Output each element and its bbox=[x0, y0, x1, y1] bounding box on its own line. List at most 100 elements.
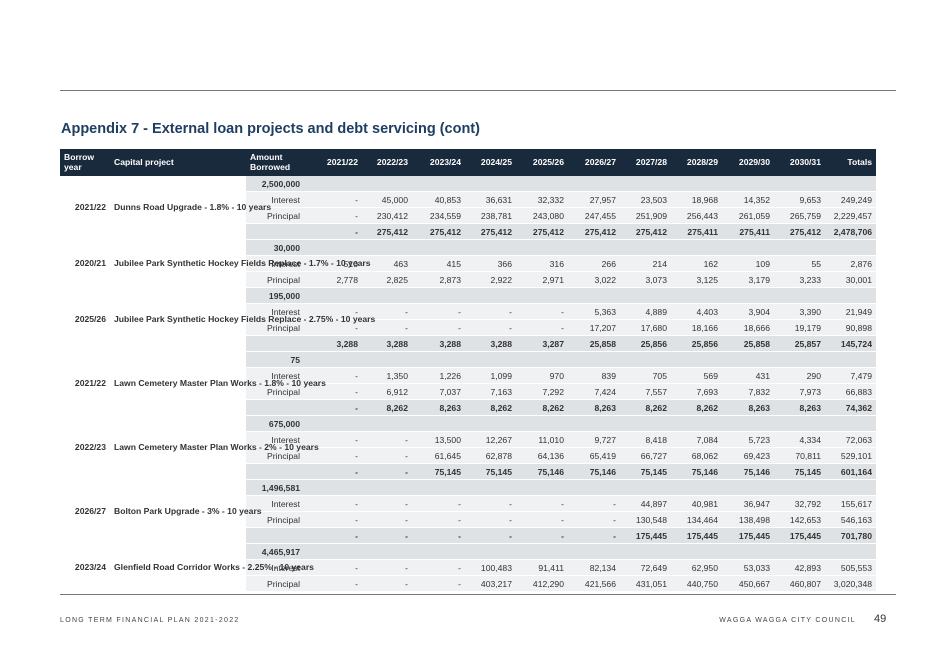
table-row: Interest - -13,500 12,267 11,010 9,727 8,418 7,… bbox=[60, 431, 876, 448]
principal-value-cell: - bbox=[465, 319, 516, 336]
empty-cell bbox=[465, 176, 516, 192]
empty-cell bbox=[774, 351, 825, 368]
table-row: -8,262 8,263 8,262 8,262 8,263 8,262 8,262 8,26… bbox=[60, 399, 876, 416]
empty-cell bbox=[722, 479, 774, 496]
borrow-year-cell: 2021/22 bbox=[60, 351, 110, 416]
principal-value-cell: - bbox=[304, 575, 362, 592]
subtotal-value-cell: 8,262 bbox=[362, 399, 412, 416]
amount-borrowed-cell: 30,000 bbox=[246, 239, 304, 256]
empty-cell bbox=[774, 479, 825, 496]
principal-value-cell: - bbox=[412, 511, 465, 528]
principal-value-cell: 7,557 bbox=[620, 383, 671, 400]
borrow-year-cell: 2025/26 bbox=[60, 287, 110, 352]
principal-total-cell: 3,020,348 bbox=[825, 575, 876, 592]
empty-cell bbox=[412, 239, 465, 256]
principal-value-cell: 238,781 bbox=[465, 207, 516, 224]
empty-cell bbox=[362, 351, 412, 368]
empty-cell bbox=[304, 415, 362, 432]
principal-value-cell: 3,233 bbox=[774, 271, 825, 288]
empty-cell bbox=[568, 351, 620, 368]
capital-project-cell: Bolton Park Upgrade - 3% - 10 years bbox=[110, 479, 262, 544]
empty-cell bbox=[412, 415, 465, 432]
principal-value-cell: 3,125 bbox=[671, 271, 722, 288]
subtotal-value-cell: - bbox=[412, 527, 465, 544]
empty-cell bbox=[620, 239, 671, 256]
interest-value-cell: 316 bbox=[516, 255, 568, 272]
empty-cell bbox=[774, 287, 825, 304]
principal-value-cell: 450,667 bbox=[722, 575, 774, 592]
empty-cell bbox=[304, 479, 362, 496]
borrow-year-cell: 2020/21 bbox=[60, 239, 110, 288]
principal-value-cell: - bbox=[465, 511, 516, 528]
principal-value-cell: 6,912 bbox=[362, 383, 412, 400]
empty-cell bbox=[568, 176, 620, 192]
principal-value-cell: 69,423 bbox=[722, 447, 774, 464]
subtotal-value-cell: - bbox=[304, 223, 362, 240]
subtotal-total-cell: 145,724 bbox=[825, 335, 876, 352]
interest-value-cell: 3,390 bbox=[774, 303, 825, 320]
principal-total-cell: 30,001 bbox=[825, 271, 876, 288]
subtotal-value-cell: - bbox=[568, 527, 620, 544]
table-row: 2026/27 Bolton Park Upgrade - 3% - 10 yea… bbox=[60, 479, 876, 544]
empty-cell bbox=[246, 463, 304, 480]
interest-value-cell: 42,893 bbox=[774, 559, 825, 576]
principal-value-cell: 247,455 bbox=[568, 207, 620, 224]
subtotal-value-cell: - bbox=[516, 527, 568, 544]
bottom-rule bbox=[60, 594, 896, 595]
subtotal-value-cell: 275,412 bbox=[412, 223, 465, 240]
interest-value-cell: 72,649 bbox=[620, 559, 671, 576]
header-year: 2027/28 bbox=[620, 149, 671, 176]
subtotal-value-cell: 8,263 bbox=[722, 399, 774, 416]
subtotal-value-cell: 25,857 bbox=[774, 335, 825, 352]
interest-value-cell: 1,350 bbox=[362, 367, 412, 384]
empty-cell bbox=[516, 287, 568, 304]
interest-value-cell: 12,267 bbox=[465, 431, 516, 448]
empty-cell bbox=[362, 239, 412, 256]
subtotal-total-cell: 701,780 bbox=[825, 527, 876, 544]
table-row: 3,288 3,288 3,288 3,288 3,287 25,858 25,856 25,… bbox=[60, 335, 876, 352]
interest-value-cell: - bbox=[304, 431, 362, 448]
interest-value-cell: 290 bbox=[774, 367, 825, 384]
principal-value-cell: 142,653 bbox=[774, 511, 825, 528]
empty-cell bbox=[412, 287, 465, 304]
page-number: 49 bbox=[874, 613, 887, 625]
subtotal-value-cell: - bbox=[304, 463, 362, 480]
interest-value-cell: - bbox=[465, 303, 516, 320]
interest-value-cell: 9,727 bbox=[568, 431, 620, 448]
empty-cell bbox=[516, 239, 568, 256]
interest-value-cell: - bbox=[362, 431, 412, 448]
subtotal-value-cell: 75,145 bbox=[774, 463, 825, 480]
table-row: 2025/26 Jubilee Park Synthetic Hockey Fie… bbox=[60, 287, 876, 352]
interest-value-cell: 11,010 bbox=[516, 431, 568, 448]
empty-cell bbox=[722, 351, 774, 368]
empty-cell bbox=[465, 239, 516, 256]
subtotal-value-cell: 8,263 bbox=[412, 399, 465, 416]
interest-value-cell: 415 bbox=[412, 255, 465, 272]
table-row: Interest - - - - -5,363 4,889 4,403 3,904 3,390 21… bbox=[60, 303, 876, 320]
table-row: Interest -45,000 40,853 36,631 32,332 27,957 2… bbox=[60, 191, 876, 208]
principal-value-cell: 2,922 bbox=[465, 271, 516, 288]
subtotal-value-cell: 25,856 bbox=[620, 335, 671, 352]
subtotal-value-cell: 25,856 bbox=[671, 335, 722, 352]
principal-value-cell: - bbox=[516, 319, 568, 336]
capital-project-cell: Glenfield Road Corridor Works - 2.25% - … bbox=[110, 543, 314, 592]
empty-cell bbox=[246, 399, 304, 416]
empty-cell bbox=[825, 479, 876, 496]
interest-value-cell: - bbox=[304, 303, 362, 320]
empty-cell bbox=[671, 351, 722, 368]
interest-total-cell: 155,617 bbox=[825, 495, 876, 512]
empty-cell bbox=[568, 415, 620, 432]
subtotal-value-cell: 25,858 bbox=[722, 335, 774, 352]
subtotal-value-cell: 75,146 bbox=[722, 463, 774, 480]
table-row: - - - - - -175,445 175,445 175,445 175,445 701,78… bbox=[60, 527, 876, 544]
interest-label: Interest bbox=[246, 367, 304, 384]
empty-cell bbox=[825, 415, 876, 432]
principal-value-cell: - bbox=[304, 447, 362, 464]
empty-cell bbox=[412, 351, 465, 368]
table-row: Principal - - - - -17,207 17,680 18,166 18,666 19… bbox=[60, 319, 876, 336]
principal-total-cell: 2,229,457 bbox=[825, 207, 876, 224]
empty-cell bbox=[774, 239, 825, 256]
interest-value-cell: - bbox=[412, 495, 465, 512]
empty-cell bbox=[620, 176, 671, 192]
amount-borrowed-cell: 675,000 bbox=[246, 415, 304, 432]
